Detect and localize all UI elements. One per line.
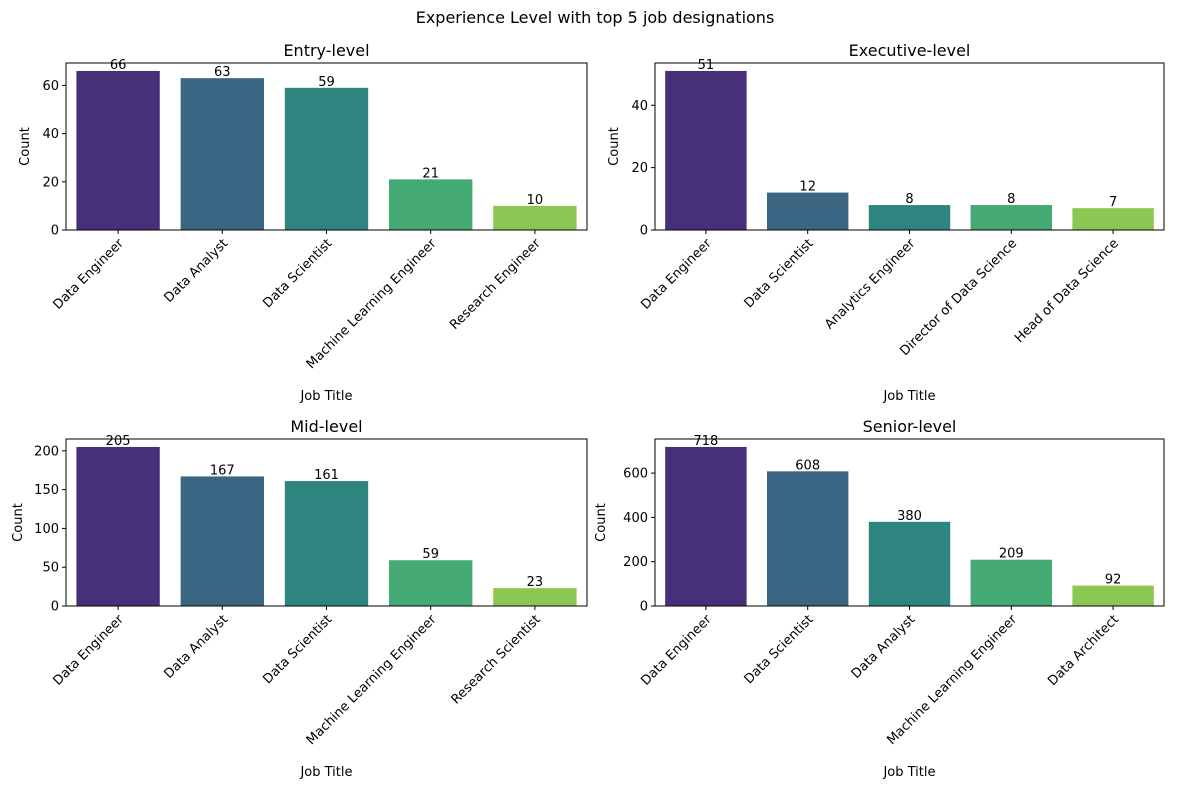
subplot-1: 51 12 8 8 7 0 20 40 Data Engineer Data Scientist A… — [607, 41, 1165, 404]
y-tick-label: 0 — [51, 224, 59, 239]
x-axis-label: Job Title — [299, 389, 352, 404]
x-tick-label: Head of Data Science — [1012, 236, 1122, 346]
data-label: 167 — [210, 463, 235, 478]
data-label: 59 — [422, 547, 439, 562]
y-tick-label: 400 — [623, 511, 648, 526]
data-label: 205 — [106, 434, 131, 449]
bar — [868, 521, 951, 606]
y-tick-label: 60 — [42, 79, 59, 94]
bar — [970, 205, 1053, 230]
x-axis-label: Job Title — [882, 389, 935, 404]
data-label: 8 — [1007, 192, 1015, 207]
x-axis-label: Job Title — [882, 765, 935, 780]
x-tick-label: Data Scientist — [260, 612, 335, 687]
y-axis-label: Count — [18, 127, 33, 166]
subplot-title: Entry-level — [283, 41, 369, 60]
x-tick-label: Analytics Engineer — [822, 236, 919, 333]
y-axis-label: Count — [594, 503, 609, 542]
data-label: 12 — [799, 180, 816, 195]
bar — [665, 70, 747, 230]
bar — [970, 559, 1053, 606]
x-tick-label: Research Scientist — [449, 612, 544, 707]
data-label: 63 — [214, 65, 231, 80]
y-tick-label: 200 — [623, 555, 648, 570]
y-tick-label: 600 — [623, 467, 648, 482]
bar — [76, 446, 160, 606]
data-label: 66 — [110, 58, 127, 73]
x-tick-label: Director of Data Science — [897, 236, 1020, 359]
x-tick-label: Data Engineer — [638, 612, 715, 689]
bar — [389, 560, 473, 606]
subplot-0: 66 63 59 21 10 0 20 40 60 Data Engineer Data Analy… — [18, 41, 588, 404]
bar — [766, 471, 849, 606]
bar — [868, 205, 951, 230]
x-tick-label: Data Scientist — [742, 612, 817, 687]
data-label: 161 — [314, 468, 339, 483]
bar — [665, 446, 747, 606]
subplot-2: 205 167 161 59 23 0 50 100 150 200 Data Engineer Da… — [11, 417, 588, 780]
x-tick-label: Data Scientist — [742, 236, 817, 311]
data-label: 51 — [698, 58, 715, 73]
data-label: 21 — [422, 166, 439, 181]
x-tick-label: Data Engineer — [51, 236, 128, 313]
bar — [493, 205, 577, 230]
data-label: 380 — [897, 509, 922, 524]
subplot-title: Executive-level — [849, 41, 971, 60]
data-label: 209 — [999, 547, 1024, 562]
x-tick-label: Data Architect — [1045, 612, 1122, 689]
y-tick-label: 20 — [42, 175, 59, 190]
x-tick-label: Data Engineer — [638, 236, 715, 313]
x-tick-label: Data Analyst — [162, 236, 232, 306]
data-label: 23 — [527, 575, 544, 590]
data-label: 10 — [527, 193, 544, 208]
y-tick-label: 150 — [34, 483, 59, 498]
y-tick-label: 20 — [631, 161, 648, 176]
data-label: 8 — [905, 192, 913, 207]
bar — [493, 588, 577, 606]
figure-title: Experience Level with top 5 job designat… — [416, 8, 775, 27]
data-label: 92 — [1105, 573, 1122, 588]
data-label: 608 — [795, 458, 820, 473]
data-label: 718 — [693, 434, 718, 449]
bar — [284, 481, 369, 606]
y-tick-label: 40 — [631, 99, 648, 114]
y-tick-label: 200 — [34, 444, 59, 459]
x-axis-label: Job Title — [299, 765, 352, 780]
bar — [180, 78, 264, 231]
x-tick-label: Data Analyst — [162, 612, 232, 682]
subplot-title: Mid-level — [290, 417, 362, 436]
y-tick-label: 0 — [640, 600, 648, 615]
y-tick-label: 50 — [42, 561, 59, 576]
x-tick-label: Data Engineer — [51, 612, 128, 689]
bar — [180, 476, 264, 606]
x-tick-label: Research Engineer — [447, 236, 544, 333]
subplot-3: 718 608 380 209 92 0 200 400 600 Data Engineer Dat… — [594, 417, 1165, 780]
y-tick-label: 0 — [640, 224, 648, 239]
data-label: 59 — [318, 75, 335, 90]
y-tick-label: 0 — [51, 600, 59, 615]
y-axis-label: Count — [11, 503, 26, 542]
y-tick-label: 100 — [34, 522, 59, 537]
y-tick-label: 40 — [42, 127, 59, 142]
bar — [76, 70, 160, 230]
x-tick-label: Data Analyst — [849, 612, 919, 682]
bar — [1072, 208, 1154, 230]
bar — [766, 192, 849, 230]
y-axis-label: Count — [607, 127, 622, 166]
subplot-title: Senior-level — [863, 417, 957, 436]
bar — [1072, 585, 1154, 606]
data-label: 7 — [1109, 195, 1117, 210]
x-tick-label: Data Scientist — [260, 236, 335, 311]
bar — [284, 87, 369, 230]
bar — [389, 179, 473, 230]
